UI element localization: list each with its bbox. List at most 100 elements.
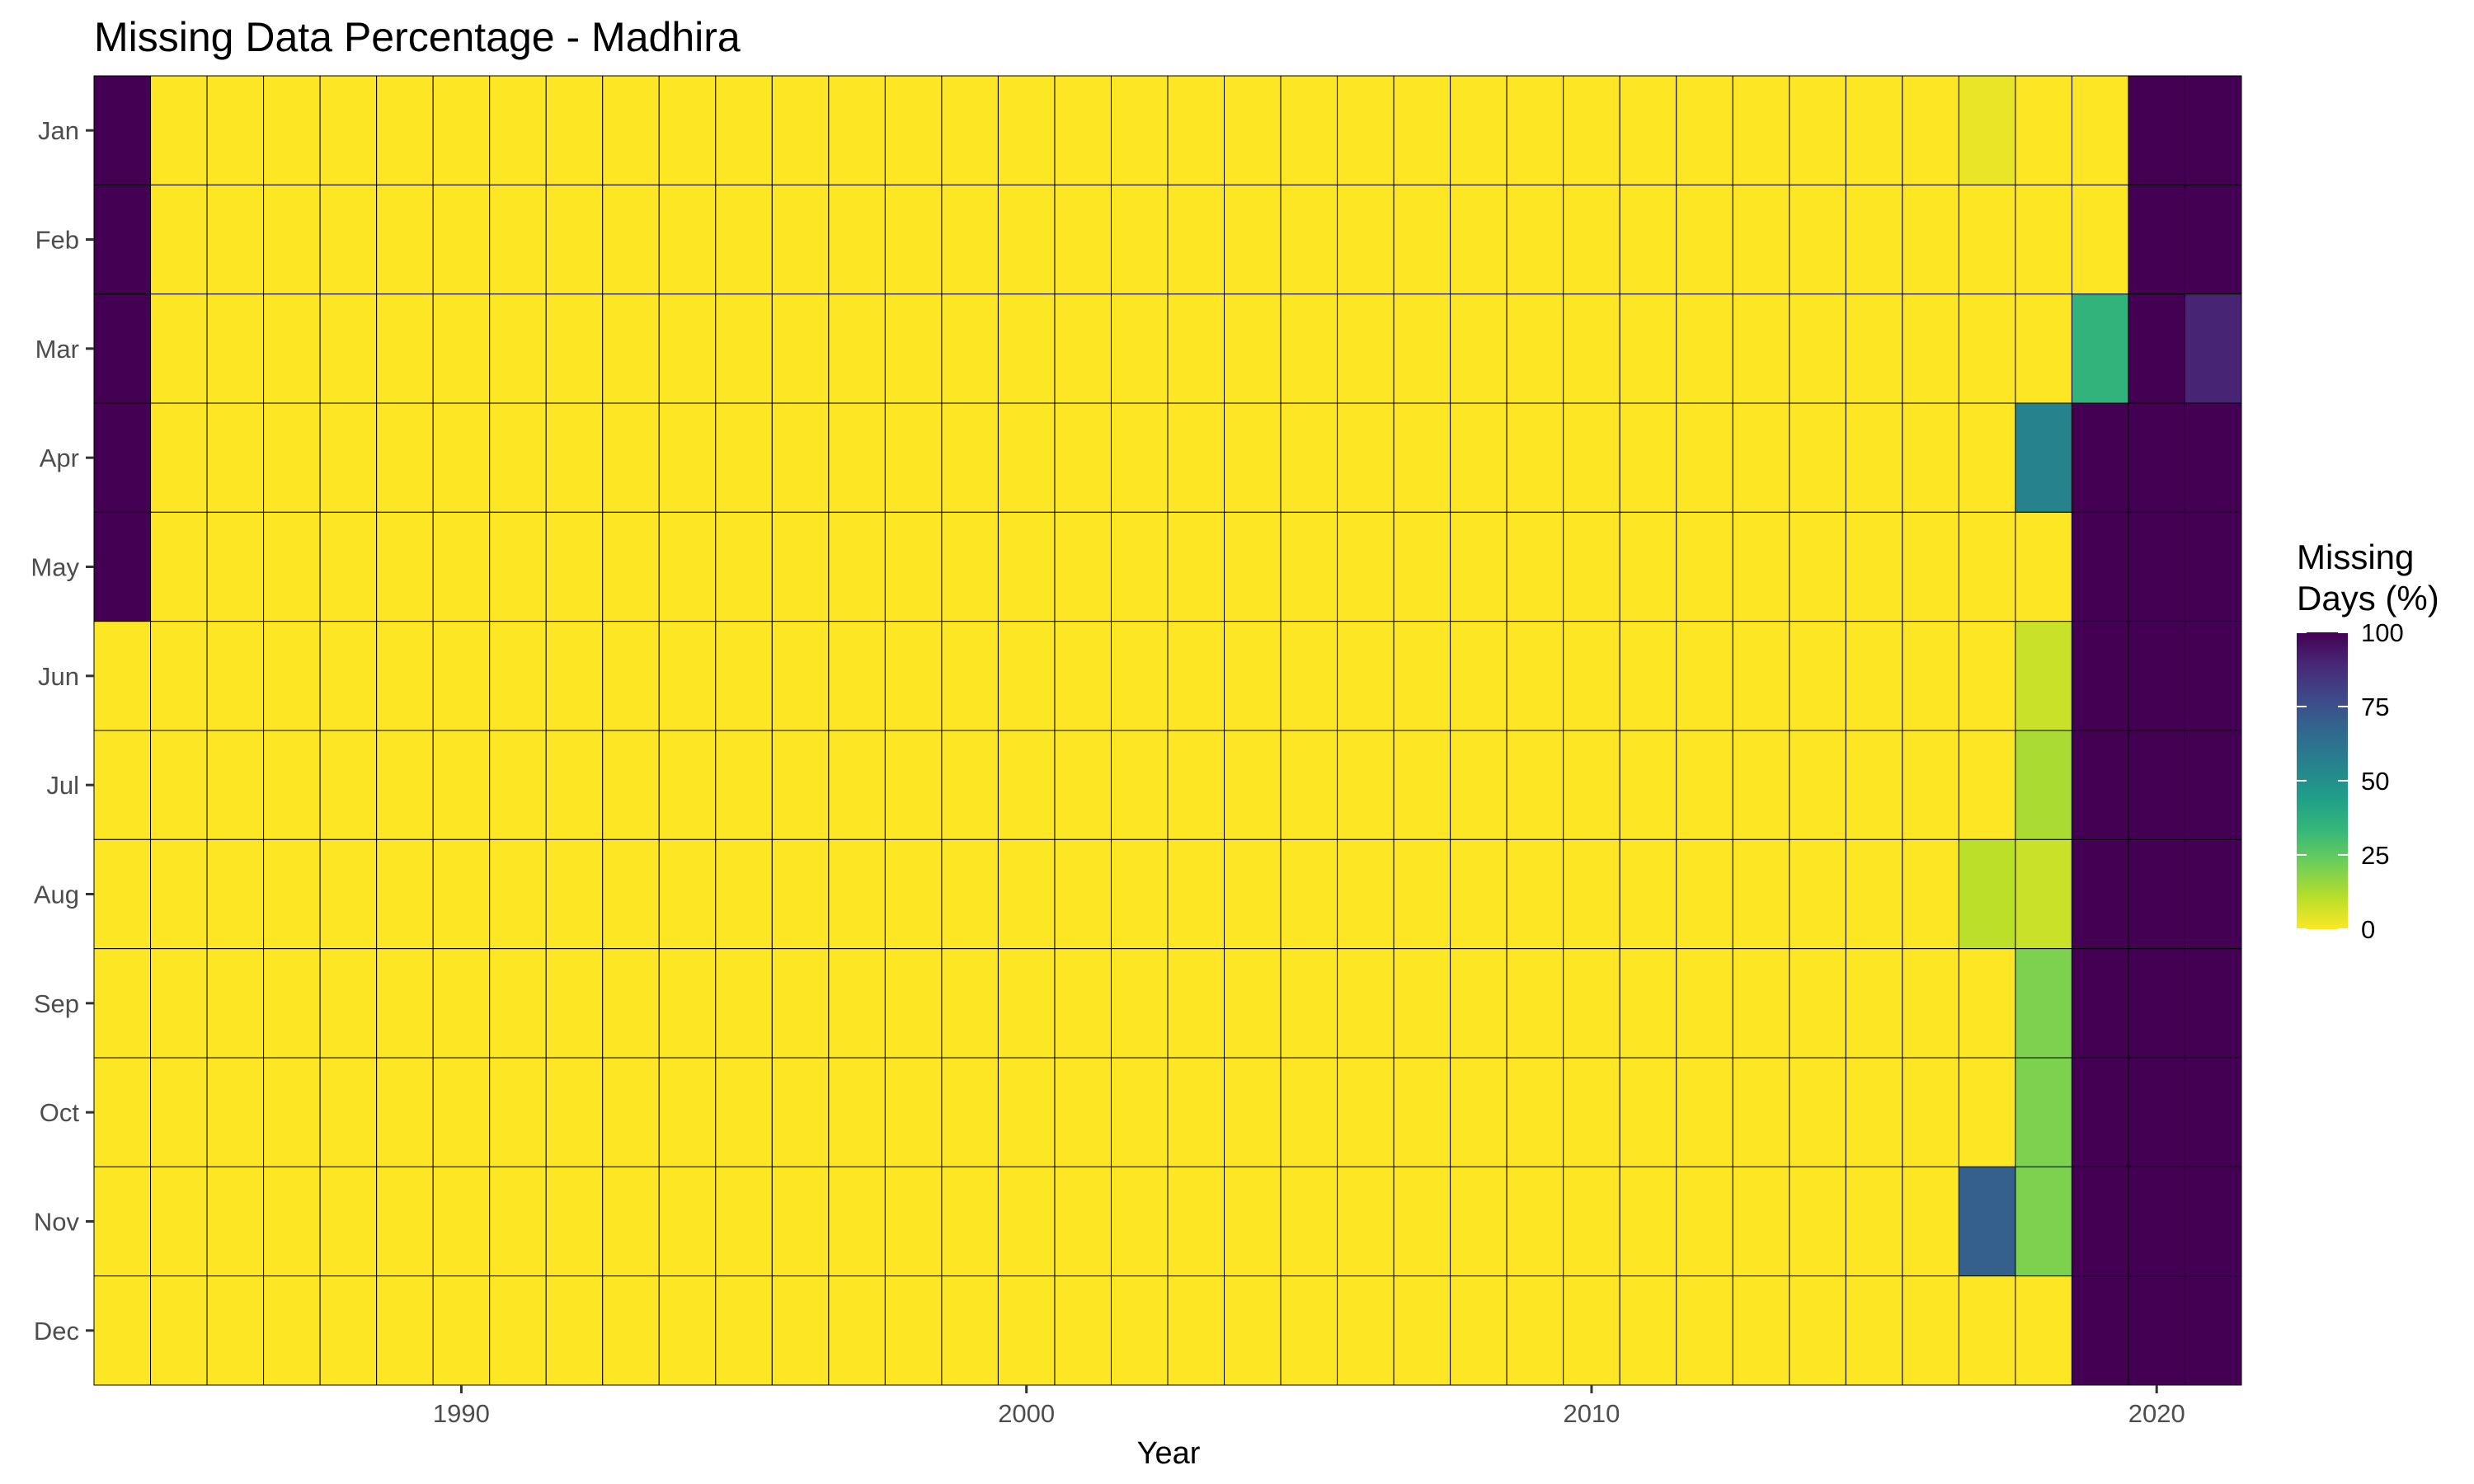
heatmap-cell-2016-nov [1902,1166,1959,1277]
heatmap-cell-2008-sep [1450,948,1507,1059]
heatmap-cell-2012-mar [1676,294,1733,404]
heatmap-cell-1996-sep [771,948,830,1059]
heatmap-cell-1988-dec [319,1275,378,1386]
heatmap-cell-2014-may [1789,511,1846,622]
heatmap-cell-2002-nov [1110,1166,1169,1277]
heatmap-cell-2004-oct [1224,1057,1282,1167]
heatmap-cell-1992-jul [545,730,604,840]
heatmap-cell-2006-jun [1337,621,1395,731]
heatmap-cell-1987-apr [263,402,321,513]
heatmap-cell-1996-dec [771,1275,830,1386]
heatmap-cell-2011-dec [1619,1275,1677,1386]
heatmap-cell-1985-dec [150,1275,208,1386]
heatmap-cell-2005-sep [1280,948,1338,1059]
heatmap-cell-2004-apr [1224,402,1282,513]
heatmap-cell-2013-jun [1732,621,1790,731]
heatmap-cell-1998-sep [884,948,943,1059]
heatmap-cell-2020-jan [2128,75,2185,186]
heatmap-cell-2019-may [2071,511,2129,622]
heatmap-cell-2020-jun [2128,621,2185,731]
heatmap-cell-2012-nov [1676,1166,1733,1277]
heatmap-cell-2017-mar [1958,294,2016,404]
heatmap-cell-1993-may [602,511,660,622]
heatmap-cell-2012-feb [1676,184,1733,295]
heatmap-cell-1998-oct [884,1057,943,1167]
heatmap-cell-2014-jan [1789,75,1846,186]
heatmap-cell-1999-jun [941,621,999,731]
y-tick-label-aug: Aug [34,881,79,909]
heatmap-cell-2012-may [1676,511,1733,622]
heatmap-cell-2003-may [1167,511,1225,622]
heatmap-cell-1992-feb [545,184,604,295]
heatmap-cell-1998-nov [884,1166,943,1277]
heatmap-cell-1986-apr [206,402,265,513]
heatmap-cell-2020-jul [2128,730,2185,840]
heatmap-cell-1988-may [319,511,378,622]
heatmap-cell-1985-jan [150,75,208,186]
heatmap-cell-1991-oct [489,1057,547,1167]
y-tick-label-nov: Nov [34,1208,80,1237]
heatmap-cell-1986-jun [206,621,265,731]
heatmap-cell-1990-aug [432,838,491,950]
heatmap-cell-2021-jul [2184,730,2242,840]
heatmap-cell-2020-nov [2128,1166,2185,1277]
heatmap-cell-1991-feb [489,184,547,295]
heatmap-cell-1987-sep [263,948,321,1059]
heatmap-cell-2013-mar [1732,294,1790,404]
heatmap-cell-2015-feb [1845,184,1903,295]
heatmap-cell-2008-mar [1450,294,1507,404]
heatmap-cell-1993-mar [602,294,660,404]
heatmap-cell-2007-may [1393,511,1451,622]
heatmap-cell-1986-may [206,511,265,622]
heatmap-tiles [93,75,2242,1386]
legend-tick-label-50: 50 [2361,767,2389,796]
heatmap-cell-1989-jul [376,730,434,840]
heatmap-cell-2000-nov [997,1166,1056,1277]
heatmap-cell-1999-oct [941,1057,999,1167]
heatmap-cell-2009-dec [1506,1275,1564,1386]
heatmap-cell-2006-apr [1337,402,1395,513]
heatmap-cell-2013-dec [1732,1275,1790,1386]
heatmap-cell-1998-dec [884,1275,943,1386]
heatmap-cell-2006-jul [1337,730,1395,840]
heatmap-cell-1997-jan [828,75,886,186]
heatmap-cell-2001-mar [1054,294,1112,404]
heatmap-cell-1984-mar [93,294,152,404]
heatmap-cell-2017-sep [1958,948,2016,1059]
heatmap-cell-2013-feb [1732,184,1790,295]
heatmap-cell-1988-aug [319,838,378,950]
heatmap-cell-2014-nov [1789,1166,1846,1277]
heatmap-cell-2017-jan [1958,75,2016,186]
heatmap-cell-1997-sep [828,948,886,1059]
heatmap-cell-1995-feb [715,184,773,295]
heatmap-cell-2007-jul [1393,730,1451,840]
heatmap-cell-2018-sep [2015,948,2072,1059]
heatmap-cell-1996-mar [771,294,830,404]
heatmap-cell-2013-jul [1732,730,1790,840]
heatmap-cell-1995-aug [715,838,773,950]
heatmap-cell-2017-jun [1958,621,2016,731]
heatmap-cell-1994-feb [658,184,717,295]
heatmap-cell-2000-dec [997,1275,1056,1386]
heatmap-cell-1996-jan [771,75,830,186]
heatmap-cell-1996-feb [771,184,830,295]
heatmap-cell-2012-jan [1676,75,1733,186]
heatmap-cell-2020-aug [2128,838,2185,950]
heatmap-cell-2001-may [1054,511,1112,622]
heatmap-cell-1990-feb [432,184,491,295]
heatmap-cell-2005-jun [1280,621,1338,731]
heatmap-cell-2019-apr [2071,402,2129,513]
heatmap-cell-1996-oct [771,1057,830,1167]
heatmap-cell-2015-jul [1845,730,1903,840]
heatmap-cell-1985-oct [150,1057,208,1167]
heatmap-cell-2010-sep [1563,948,1620,1059]
heatmap-cell-2015-dec [1845,1275,1903,1386]
heatmap-cell-1992-mar [545,294,604,404]
heatmap-cell-2019-feb [2071,184,2129,295]
heatmap-cell-2005-may [1280,511,1338,622]
heatmap-cell-1989-aug [376,838,434,950]
y-tick-label-mar: Mar [35,335,79,364]
heatmap-cell-2003-nov [1167,1166,1225,1277]
heatmap-cell-2008-apr [1450,402,1507,513]
heatmap-cell-1992-dec [545,1275,604,1386]
